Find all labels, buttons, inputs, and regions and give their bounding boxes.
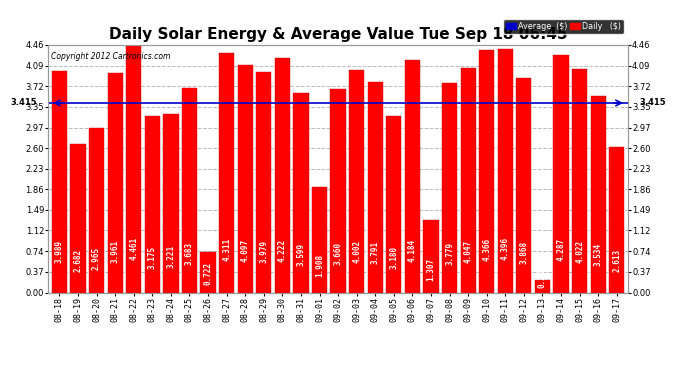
Text: 2.965: 2.965 <box>92 247 101 270</box>
Text: 3.415: 3.415 <box>10 99 37 108</box>
Text: 3.779: 3.779 <box>445 242 454 264</box>
Bar <box>312 187 327 292</box>
Bar <box>591 96 606 292</box>
Text: 3.599: 3.599 <box>297 243 306 266</box>
Text: 2.682: 2.682 <box>74 249 83 272</box>
Text: 4.366: 4.366 <box>482 237 491 261</box>
Bar <box>405 60 420 292</box>
Bar <box>424 220 439 292</box>
Title: Daily Solar Energy & Average Value Tue Sep 18 06:45: Daily Solar Energy & Average Value Tue S… <box>109 27 567 42</box>
Text: 3.534: 3.534 <box>593 243 602 266</box>
Bar <box>70 144 86 292</box>
Text: 3.868: 3.868 <box>520 241 529 264</box>
Bar <box>108 73 123 292</box>
Text: 0.227: 0.227 <box>538 265 547 288</box>
Bar <box>516 78 531 292</box>
Bar <box>164 114 179 292</box>
Text: 4.287: 4.287 <box>557 238 566 261</box>
Bar <box>237 65 253 292</box>
Bar <box>201 252 216 292</box>
Bar <box>275 58 290 292</box>
Bar <box>89 128 104 292</box>
Text: 4.311: 4.311 <box>222 238 231 261</box>
Text: 3.660: 3.660 <box>333 242 343 266</box>
Bar <box>535 280 550 292</box>
Bar <box>553 55 569 292</box>
Text: 4.184: 4.184 <box>408 239 417 262</box>
Bar <box>497 48 513 292</box>
Bar <box>386 116 402 292</box>
Bar <box>609 147 624 292</box>
Text: 4.461: 4.461 <box>129 237 138 260</box>
Text: 2.613: 2.613 <box>612 249 621 272</box>
Text: 4.002: 4.002 <box>352 240 361 263</box>
Text: 3.961: 3.961 <box>110 240 119 263</box>
Text: Copyright 2012 Cartronics.com: Copyright 2012 Cartronics.com <box>51 53 170 62</box>
Bar <box>145 116 160 292</box>
Legend: Average  ($), Daily   ($): Average ($), Daily ($) <box>503 20 624 34</box>
Bar <box>349 70 364 292</box>
Text: 4.022: 4.022 <box>575 240 584 263</box>
Text: 0.722: 0.722 <box>204 262 213 285</box>
Text: 1.908: 1.908 <box>315 254 324 277</box>
Bar <box>460 68 476 292</box>
Text: 3.221: 3.221 <box>166 245 175 268</box>
Text: 4.396: 4.396 <box>501 237 510 261</box>
Text: 3.989: 3.989 <box>55 240 64 263</box>
Text: 3.180: 3.180 <box>389 245 398 268</box>
Text: 4.097: 4.097 <box>241 239 250 262</box>
Text: 4.047: 4.047 <box>464 240 473 263</box>
Text: 3.415: 3.415 <box>640 99 666 108</box>
Text: 1.307: 1.307 <box>426 258 435 281</box>
Bar <box>126 45 141 292</box>
Bar <box>219 53 235 292</box>
Bar <box>572 69 587 292</box>
Text: 3.979: 3.979 <box>259 240 268 263</box>
Bar <box>442 83 457 292</box>
Text: 3.175: 3.175 <box>148 246 157 268</box>
Bar <box>182 88 197 292</box>
Bar <box>256 72 271 292</box>
Bar <box>479 50 494 292</box>
Bar <box>331 89 346 292</box>
Text: 3.791: 3.791 <box>371 242 380 264</box>
Bar <box>293 93 308 292</box>
Text: 4.222: 4.222 <box>278 238 287 262</box>
Bar <box>52 71 67 292</box>
Text: 3.683: 3.683 <box>185 242 194 265</box>
Bar <box>368 82 383 292</box>
